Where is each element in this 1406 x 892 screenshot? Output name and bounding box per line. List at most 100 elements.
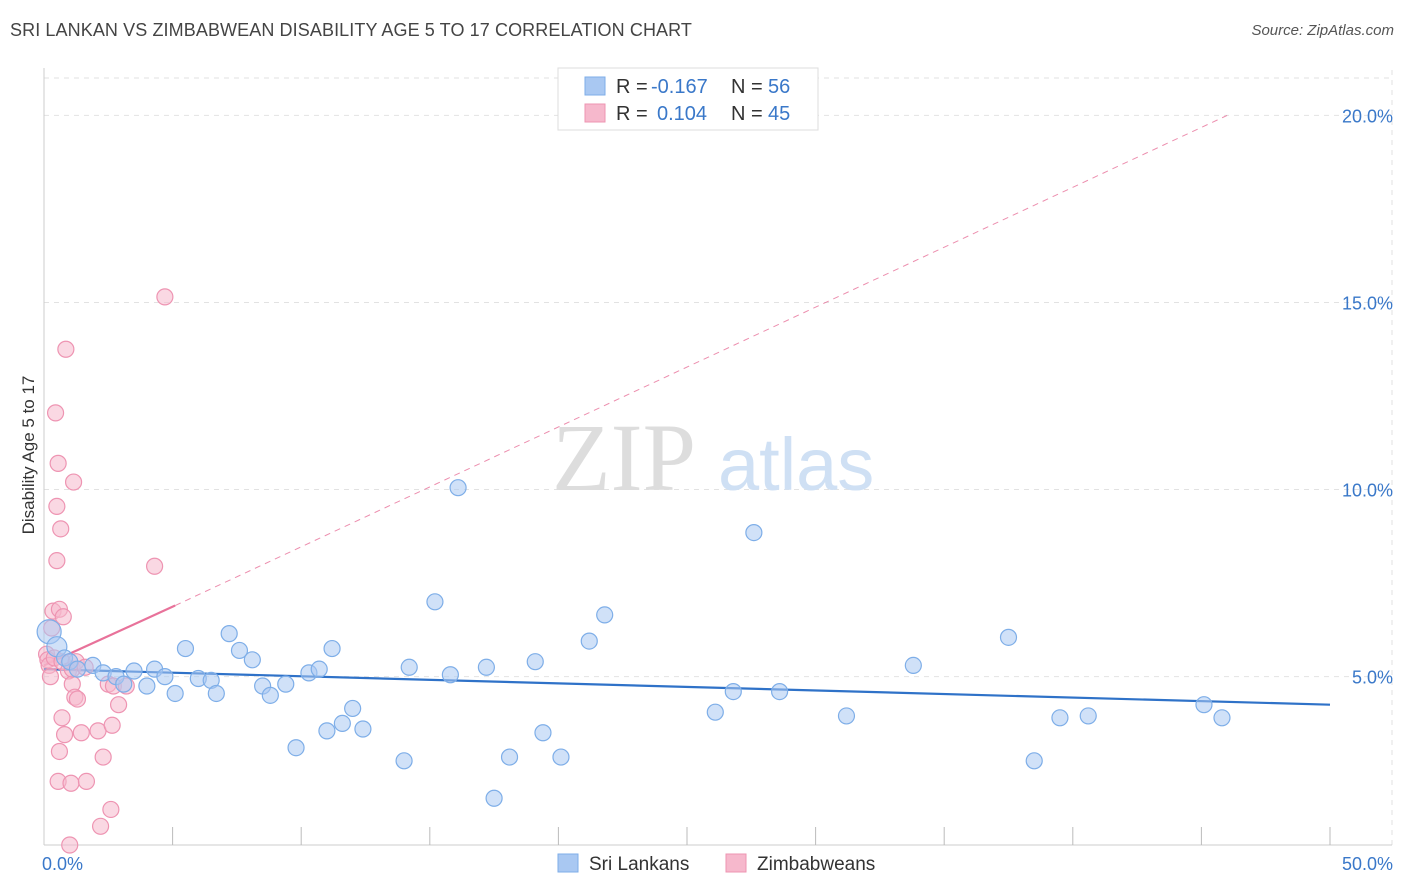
bottom-legend-swatch-blue (557, 853, 579, 873)
zimbabweans-point (156, 288, 174, 306)
sri-lankans-point (1025, 752, 1043, 770)
watermark-atlas: atlas (718, 423, 874, 506)
y-tick-labels: 5.0% 10.0% 15.0% 20.0% (1342, 106, 1393, 687)
y-tick-label: 20.0% (1342, 106, 1393, 126)
sri-lankans-point (277, 675, 295, 693)
watermark-zip: ZIP (552, 404, 696, 511)
sri-lankans-point (580, 632, 598, 650)
y-tick-label: 15.0% (1342, 293, 1393, 313)
zimbabweans-point (61, 836, 79, 854)
zimbabweans-point (57, 340, 75, 358)
sri-lankans-point (552, 748, 570, 766)
zimbabweans-points (37, 288, 174, 854)
sri-lankans-point (1213, 709, 1231, 727)
x-tick-label: 0.0% (42, 854, 83, 874)
axes (43, 68, 1392, 846)
sri-lankans-point (477, 658, 495, 676)
sri-lankans-point (500, 748, 519, 766)
zimbabweans-point (102, 800, 120, 819)
sri-lankans-point (745, 523, 763, 542)
sri-lankans-point (261, 686, 279, 704)
sri-lankans-point (207, 684, 225, 703)
sri-lankans-point (1195, 696, 1213, 714)
zimbabweans-point (64, 473, 83, 491)
sri-lankans-trend-line (43, 668, 1331, 706)
sri-lankans-point (706, 703, 724, 721)
legend-swatch-pink (584, 103, 606, 123)
sri-lankans-point (1051, 709, 1069, 727)
y-tick-label: 10.0% (1342, 481, 1393, 501)
bottom-legend-zimbabweans: Zimbabweans (757, 854, 875, 875)
chart-title: SRI LANKAN VS ZIMBABWEAN DISABILITY AGE … (10, 20, 693, 40)
legend-swatch-blue (584, 76, 606, 96)
sri-lankans-point (770, 682, 789, 701)
zimbabweans-point (62, 774, 80, 792)
sri-lankans-point (534, 724, 552, 742)
sri-lankans-point (166, 684, 184, 703)
sri-lankans-point (395, 752, 413, 770)
x-tick-label: 50.0% (1342, 854, 1393, 874)
sri-lankans-point (138, 677, 156, 695)
bottom-legend: Sri Lankans Zimbabweans (557, 853, 875, 875)
sri-lankans-point (310, 660, 328, 678)
legend-n-label-1: N = (731, 76, 763, 98)
sri-lankans-point (354, 720, 372, 738)
legend-box: R = -0.167 N = 56 R = 0.104 N = 45 (557, 67, 819, 131)
zimbabweans-point (91, 817, 110, 835)
sri-lankans-point (68, 660, 87, 678)
zimbabweans-point (54, 608, 72, 626)
legend-n-value-1: 56 (768, 76, 790, 98)
sri-lankans-point (176, 639, 195, 658)
sri-lankans-point (323, 639, 341, 658)
zimbabweans-point (48, 552, 66, 570)
zimbabweans-point (103, 716, 121, 734)
zimbabweans-point (49, 454, 67, 472)
zimbabweans-point (77, 772, 96, 790)
sri-lankans-points (36, 479, 1231, 807)
sri-lankans-point (400, 658, 418, 676)
zimbabweans-point (48, 497, 66, 515)
bottom-legend-sri-lankans: Sri Lankans (589, 854, 689, 875)
zimbabweans-point (109, 696, 128, 714)
zimbabweans-point (145, 557, 164, 575)
zimbabweans-point (72, 724, 90, 742)
legend-n-value-2: 45 (768, 103, 790, 125)
sri-lankans-point (243, 651, 261, 669)
sri-lankans-point (999, 628, 1018, 646)
zimbabweans-point (41, 668, 60, 686)
sri-lankans-point (318, 722, 336, 740)
zimbabweans-point (52, 520, 70, 538)
y-axis-label: Disability Age 5 to 17 (19, 376, 38, 535)
zimbabweans-point (94, 748, 112, 766)
sri-lankans-point (837, 707, 856, 725)
sri-lankans-point (724, 682, 742, 701)
watermark: ZIP atlas (552, 404, 874, 511)
sri-lankans-point (1079, 707, 1097, 725)
sri-lankans-point (449, 479, 467, 497)
legend-r-label-1: R = (616, 76, 648, 98)
zimbabweans-trend-extension (174, 114, 1228, 606)
zimbabweans-point (53, 709, 71, 727)
legend-r-label-2: R = (616, 103, 648, 125)
zimbabweans-point (50, 742, 69, 761)
y-tick-label: 5.0% (1352, 668, 1393, 688)
source-label: Source: ZipAtlas.com (1251, 22, 1394, 39)
sri-lankans-point (156, 668, 174, 686)
zimbabweans-point (55, 726, 74, 744)
legend-r-value-2: 0.104 (657, 103, 707, 125)
bottom-legend-swatch-pink (725, 853, 747, 873)
sri-lankans-point (230, 641, 249, 660)
sri-lankans-point (287, 739, 305, 757)
sri-lankans-point (426, 593, 444, 611)
sri-lankans-point (333, 714, 351, 733)
legend-r-value-1: -0.167 (651, 76, 708, 98)
legend-n-label-2: N = (731, 103, 763, 125)
sri-lankans-point (125, 662, 143, 680)
sri-lankans-point (344, 699, 362, 718)
sri-lankans-point (220, 625, 238, 643)
sri-lankans-point (485, 789, 503, 807)
zimbabweans-point (68, 690, 87, 708)
zimbabweans-point (46, 404, 65, 422)
sri-lankans-point (526, 653, 544, 671)
